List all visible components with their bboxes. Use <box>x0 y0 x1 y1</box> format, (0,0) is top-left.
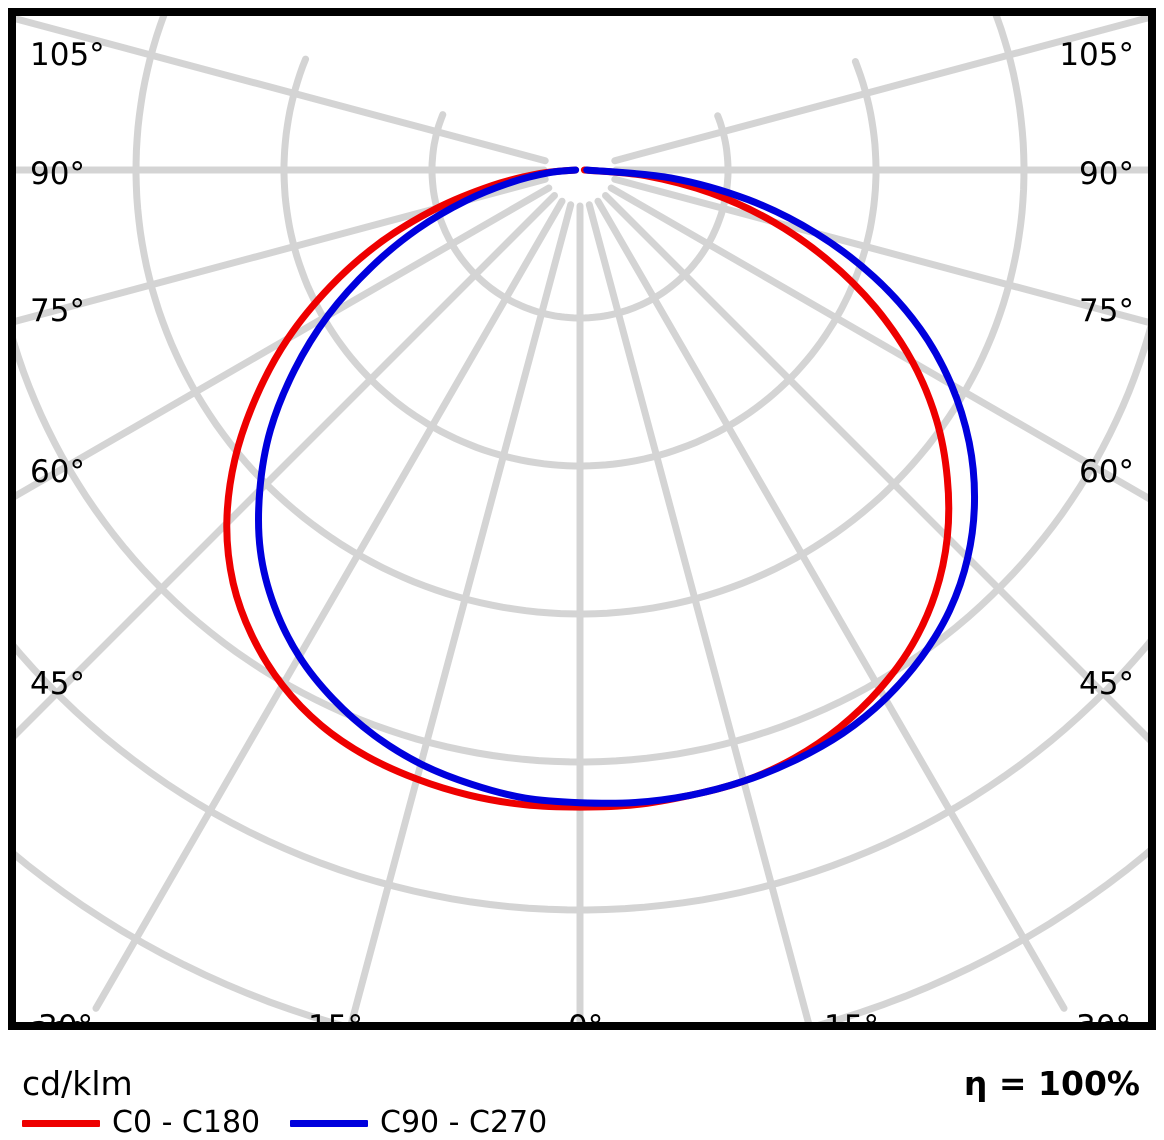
right-angle-label: 75° <box>1079 293 1134 329</box>
grid-spoke <box>16 175 549 325</box>
bottom-angle-label: 30° <box>38 1009 93 1030</box>
left-angle-label: 30° <box>30 1019 85 1023</box>
right-angle-label: 30° <box>1079 1019 1134 1023</box>
grid-lines <box>16 16 1148 1022</box>
grid-spoke <box>16 16 549 165</box>
grid-spoke <box>611 16 1148 165</box>
left-angle-label: 60° <box>30 454 85 490</box>
grid-spoke <box>607 184 1148 502</box>
grid-spoke <box>92 197 566 1012</box>
grid-spoke <box>611 175 1148 326</box>
legend-swatch-c0-c180 <box>22 1120 100 1127</box>
bottom-angle-label: 15° <box>824 1009 879 1030</box>
series-curve-c90-c270 <box>255 166 979 807</box>
bottom-angle-label: 15° <box>308 1009 363 1030</box>
efficiency-label: η = 100% <box>963 1064 1140 1103</box>
legend-label-c0-c180: C0 - C180 <box>112 1105 261 1140</box>
bottom-angle-label: 0° <box>568 1009 604 1030</box>
unit-label: cd/klm <box>22 1064 133 1103</box>
grid-spoke <box>16 184 553 500</box>
left-angle-label: 90° <box>30 156 85 192</box>
right-angle-label: 105° <box>1059 37 1134 73</box>
grid-spoke <box>594 197 1068 1012</box>
right-angle-label: 90° <box>1079 156 1134 192</box>
plot-frame: 105°90°75°60°45°30° 105°90°75°60°45°30° … <box>8 8 1156 1030</box>
series-curve-c0-c180 <box>223 166 953 811</box>
bottom-angle-label: 30° <box>1076 1009 1131 1030</box>
right-angle-label: 45° <box>1079 666 1134 702</box>
polar-grid-and-curves <box>16 16 1148 1022</box>
left-angle-label: 75° <box>30 293 85 329</box>
grid-spoke <box>348 201 575 1022</box>
grid-spoke <box>585 201 812 1022</box>
left-angle-label: 105° <box>30 37 105 73</box>
right-angle-label: 60° <box>1079 454 1134 490</box>
chart-footer: cd/klm η = 100% C0 - C180 C90 - C270 <box>0 1030 1164 1140</box>
distribution-curves <box>223 166 979 811</box>
grid-spoke <box>602 192 1148 743</box>
legend-swatch-c90-c270 <box>290 1120 368 1127</box>
left-angle-label: 45° <box>30 666 85 702</box>
legend-label-c90-c270: C90 - C270 <box>380 1105 548 1140</box>
